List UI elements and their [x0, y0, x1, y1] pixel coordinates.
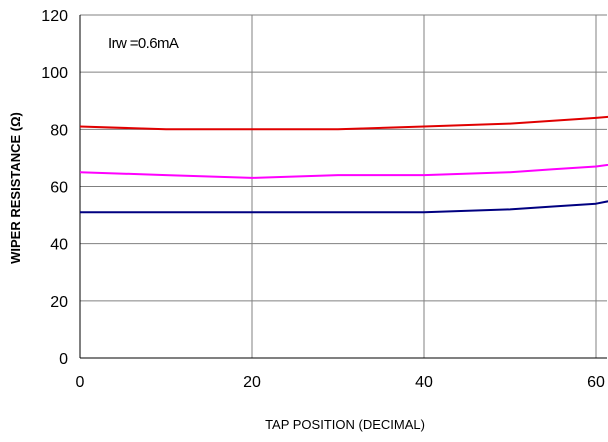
y-tick-label: 100	[41, 65, 68, 82]
y-tick-label: 20	[50, 294, 68, 311]
y-tick-label: 0	[59, 351, 68, 368]
y-tick-label: 60	[50, 180, 68, 197]
x-tick-label: 0	[76, 374, 85, 391]
series-line-0	[79, 115, 608, 131]
condition-label-box	[105, 30, 215, 54]
y-tick-label: 120	[41, 8, 68, 25]
series-line-2	[80, 200, 608, 214]
series-line-1	[79, 163, 608, 179]
x-axis-label: TAP POSITION (DECIMAL)	[265, 417, 425, 432]
x-tick-label: 40	[415, 374, 433, 391]
y-axis-label: WIPER RESISTANCE (Ω)	[8, 112, 23, 264]
y-tick-label: 40	[50, 237, 68, 254]
x-tick-label: 60	[587, 374, 605, 391]
condition-label: Irw =0.6mA	[108, 35, 179, 52]
x-tick-label: 20	[243, 374, 261, 391]
y-tick-label: 80	[50, 122, 68, 139]
grid	[79, 14, 607, 359]
series-lines	[79, 115, 608, 214]
tick-labels: 020406080100120020406080100120	[41, 8, 605, 391]
